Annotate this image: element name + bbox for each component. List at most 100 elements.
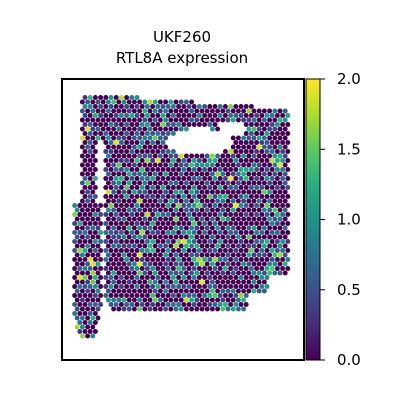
expression-spot bbox=[282, 261, 288, 267]
expression-spot bbox=[124, 302, 130, 307]
expression-spot bbox=[189, 297, 195, 303]
expression-spot bbox=[170, 284, 176, 289]
expression-spot bbox=[228, 230, 234, 235]
expression-spot bbox=[74, 315, 80, 321]
expression-spot bbox=[243, 257, 249, 262]
expression-spot bbox=[118, 239, 124, 244]
expression-spot bbox=[126, 216, 132, 222]
expression-spot bbox=[116, 99, 122, 105]
expression-spot bbox=[113, 167, 119, 172]
expression-spot bbox=[168, 180, 174, 186]
expression-spot bbox=[105, 162, 111, 168]
expression-spot bbox=[235, 144, 241, 150]
expression-spot bbox=[105, 207, 111, 213]
expression-spot bbox=[225, 261, 231, 267]
expression-spot bbox=[222, 257, 228, 262]
expression-spot bbox=[209, 162, 215, 168]
expression-spot bbox=[267, 171, 273, 177]
expression-spot bbox=[230, 189, 236, 195]
expression-spot bbox=[280, 176, 286, 181]
expression-spot bbox=[222, 176, 228, 181]
expression-spot bbox=[246, 270, 252, 276]
expression-spot bbox=[186, 212, 192, 217]
expression-spot bbox=[168, 171, 174, 177]
expression-spot bbox=[157, 252, 163, 258]
expression-spot bbox=[225, 189, 231, 195]
expression-spot bbox=[243, 140, 249, 145]
expression-spot bbox=[163, 234, 169, 240]
expression-spot bbox=[251, 126, 257, 132]
expression-spot bbox=[222, 284, 228, 289]
expression-spot bbox=[165, 185, 171, 190]
expression-spot bbox=[269, 221, 275, 226]
expression-spot bbox=[155, 275, 161, 280]
expression-spot bbox=[121, 135, 127, 141]
expression-spot bbox=[202, 176, 208, 181]
expression-spot bbox=[139, 131, 145, 136]
expression-spot bbox=[170, 248, 176, 253]
expression-spot bbox=[134, 221, 140, 226]
expression-spot bbox=[152, 234, 158, 240]
expression-spot bbox=[233, 149, 239, 154]
expression-spot bbox=[113, 257, 119, 262]
expression-spot bbox=[207, 167, 213, 172]
expression-spot bbox=[225, 153, 231, 159]
expression-spot bbox=[178, 117, 184, 123]
expression-spot bbox=[207, 158, 213, 163]
expression-spot bbox=[157, 297, 163, 303]
expression-spot bbox=[157, 189, 163, 195]
expression-spot bbox=[163, 207, 169, 213]
expression-spot bbox=[129, 248, 135, 253]
colorbar-tick-label: 1.5 bbox=[337, 140, 361, 158]
expression-spot bbox=[113, 176, 119, 181]
expression-spot bbox=[267, 153, 273, 159]
expression-spot bbox=[267, 135, 273, 141]
expression-spot bbox=[282, 144, 288, 150]
expression-spot bbox=[155, 158, 161, 163]
expression-spot bbox=[251, 171, 257, 177]
expression-spot bbox=[116, 252, 122, 258]
expression-spot bbox=[82, 311, 88, 316]
expression-spot bbox=[126, 306, 132, 312]
expression-spot bbox=[230, 216, 236, 222]
expression-spot bbox=[243, 149, 249, 154]
expression-spot bbox=[196, 185, 202, 190]
expression-spot bbox=[222, 104, 228, 109]
expression-spot bbox=[150, 131, 156, 136]
expression-spot bbox=[98, 266, 104, 271]
expression-spot bbox=[118, 95, 124, 100]
expression-spot bbox=[222, 293, 228, 298]
expression-spot bbox=[121, 279, 127, 285]
expression-spot bbox=[222, 275, 228, 280]
expression-spot bbox=[217, 275, 223, 280]
expression-spot bbox=[72, 239, 78, 244]
expression-spot bbox=[238, 257, 244, 262]
expression-spot bbox=[105, 117, 111, 123]
expression-spot bbox=[282, 126, 288, 132]
expression-spot bbox=[259, 167, 265, 172]
expression-spot bbox=[254, 158, 260, 163]
expression-spot bbox=[241, 306, 247, 312]
expression-spot bbox=[225, 216, 231, 222]
expression-spot bbox=[92, 302, 98, 307]
expression-spot bbox=[280, 230, 286, 235]
expression-spot bbox=[285, 248, 291, 253]
expression-spot bbox=[183, 243, 189, 249]
expression-spot bbox=[90, 234, 96, 240]
expression-spot bbox=[137, 207, 143, 213]
expression-spot bbox=[261, 162, 267, 168]
expression-spot bbox=[269, 185, 275, 190]
expression-spot bbox=[170, 122, 176, 127]
expression-spot bbox=[282, 225, 288, 231]
expression-spot bbox=[152, 108, 158, 114]
expression-spot bbox=[191, 212, 197, 217]
expression-spot bbox=[118, 266, 124, 271]
expression-spot bbox=[131, 108, 137, 114]
expression-spot bbox=[124, 203, 130, 208]
expression-spot bbox=[168, 153, 174, 159]
expression-spot bbox=[246, 162, 252, 168]
colorbar-tick-label: 1.0 bbox=[337, 211, 361, 229]
expression-spot bbox=[92, 131, 98, 136]
expression-spot bbox=[251, 261, 257, 267]
expression-spot bbox=[124, 176, 130, 181]
